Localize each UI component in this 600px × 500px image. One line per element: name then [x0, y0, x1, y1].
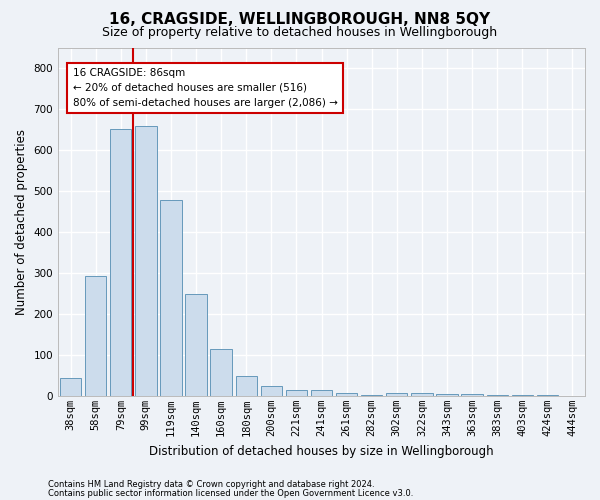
Bar [110, 129, 131, 396]
Bar [512, 395, 533, 396]
Bar [260, 386, 282, 396]
Bar [236, 376, 257, 396]
Bar [211, 349, 232, 396]
Text: Contains HM Land Registry data © Crown copyright and database right 2024.: Contains HM Land Registry data © Crown c… [48, 480, 374, 489]
Bar [286, 390, 307, 396]
Bar [411, 392, 433, 396]
Bar [461, 394, 483, 396]
Bar [85, 276, 106, 396]
Bar [135, 126, 157, 396]
Bar [436, 394, 458, 396]
Bar [361, 395, 382, 396]
Bar [487, 395, 508, 396]
Text: Size of property relative to detached houses in Wellingborough: Size of property relative to detached ho… [103, 26, 497, 39]
Bar [160, 200, 182, 396]
Text: 16 CRAGSIDE: 86sqm
← 20% of detached houses are smaller (516)
80% of semi-detach: 16 CRAGSIDE: 86sqm ← 20% of detached hou… [73, 68, 337, 108]
Text: 16, CRAGSIDE, WELLINGBOROUGH, NN8 5QY: 16, CRAGSIDE, WELLINGBOROUGH, NN8 5QY [109, 12, 491, 28]
Y-axis label: Number of detached properties: Number of detached properties [15, 128, 28, 314]
Bar [311, 390, 332, 396]
Bar [386, 392, 407, 396]
Text: Contains public sector information licensed under the Open Government Licence v3: Contains public sector information licen… [48, 489, 413, 498]
Bar [536, 395, 558, 396]
Bar [185, 294, 207, 396]
Bar [336, 392, 357, 396]
Bar [60, 378, 81, 396]
X-axis label: Distribution of detached houses by size in Wellingborough: Distribution of detached houses by size … [149, 444, 494, 458]
